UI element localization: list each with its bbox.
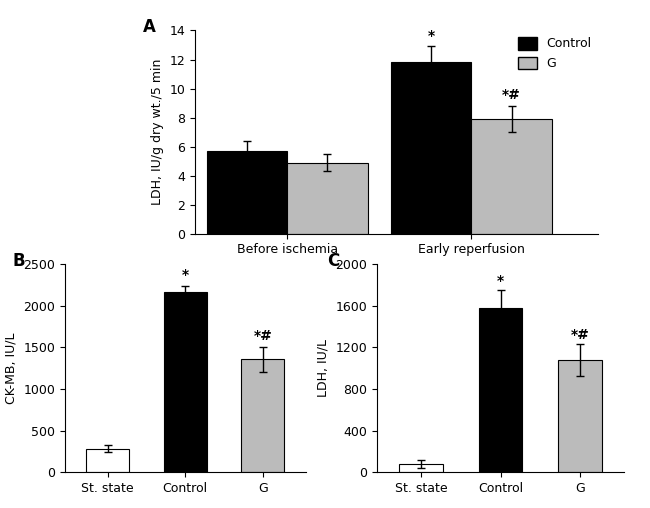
Text: *: *	[497, 274, 504, 288]
Text: *#: *#	[571, 328, 590, 342]
Bar	[399, 464, 443, 472]
Y-axis label: LDH, IU/L: LDH, IU/L	[317, 339, 330, 397]
Bar	[287, 163, 368, 234]
Text: *: *	[182, 269, 188, 282]
Y-axis label: CK-MB, IU/L: CK-MB, IU/L	[5, 333, 18, 404]
Text: *#: *#	[254, 329, 272, 343]
Y-axis label: LDH, IU/g dry wt./5 min: LDH, IU/g dry wt./5 min	[151, 59, 164, 205]
Bar	[471, 119, 552, 234]
Text: C: C	[328, 251, 340, 270]
Bar	[207, 151, 287, 234]
Text: *#: *#	[502, 88, 521, 102]
Bar	[86, 449, 129, 472]
Bar	[558, 360, 602, 472]
Text: B: B	[12, 251, 25, 270]
Bar	[164, 292, 207, 472]
Bar	[478, 308, 523, 472]
Bar	[391, 62, 471, 234]
Bar	[242, 359, 284, 472]
Legend: Control, G: Control, G	[518, 37, 592, 70]
Text: *: *	[428, 29, 435, 43]
Text: A: A	[142, 18, 155, 36]
